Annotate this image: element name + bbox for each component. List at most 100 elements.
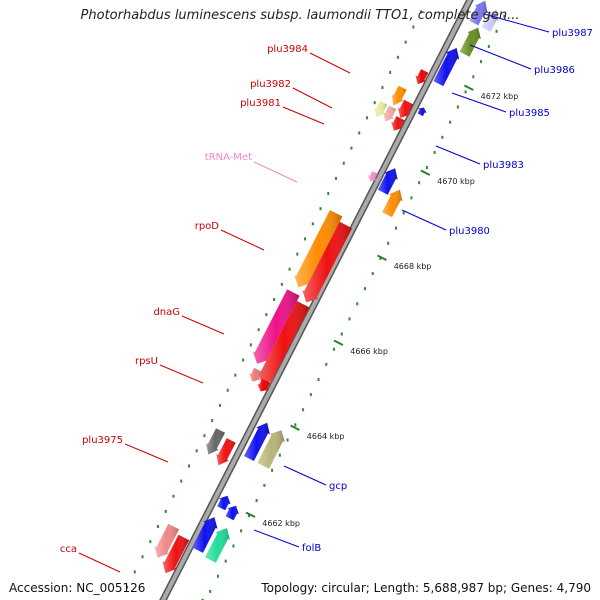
track-dot bbox=[381, 86, 384, 90]
tick-label: 4664 kbp bbox=[307, 432, 345, 441]
gene-label-dnaG[interactable]: dnaG bbox=[153, 307, 180, 318]
tick-mark bbox=[245, 511, 256, 518]
track-dot bbox=[141, 555, 144, 559]
track-dot bbox=[294, 423, 297, 427]
track-dot bbox=[304, 237, 307, 241]
track-dot bbox=[363, 287, 366, 291]
track-dot bbox=[495, 29, 498, 33]
tick-label: 4662 kbp bbox=[262, 519, 300, 528]
track-dot bbox=[257, 328, 260, 332]
track-dot bbox=[396, 55, 399, 59]
gene-arrow-shade-tRNA-Met bbox=[368, 171, 378, 182]
gene-label-plu3981[interactable]: plu3981 bbox=[240, 98, 281, 109]
gene-arrow-shade-dnaG-b bbox=[258, 301, 310, 385]
gene-label-plu3984[interactable]: plu3984 bbox=[267, 44, 308, 55]
gene-arrow-shade-plu3987-b bbox=[481, 9, 499, 32]
gene-arrow-shade-plu3987 bbox=[469, 0, 488, 26]
accession-text: Accession: NC_005126 bbox=[9, 581, 146, 595]
track-dot bbox=[288, 267, 291, 271]
gene-label-plu3975[interactable]: plu3975 bbox=[82, 435, 123, 446]
leader-plu3984 bbox=[309, 52, 351, 74]
gene-label-plu3983[interactable]: plu3983 bbox=[483, 160, 524, 171]
track-dot bbox=[441, 135, 444, 139]
track-dot bbox=[342, 161, 345, 165]
track-dot bbox=[302, 408, 305, 412]
track-dot bbox=[296, 252, 299, 256]
track-dot bbox=[278, 453, 281, 457]
gene-arrow-shade-rpoD-b bbox=[302, 221, 353, 303]
track-dot bbox=[280, 282, 283, 286]
track-dot bbox=[373, 101, 376, 105]
gene-label-plu3985[interactable]: plu3985 bbox=[509, 108, 550, 119]
track-dot bbox=[420, 10, 423, 14]
gene-label-plu3980[interactable]: plu3980 bbox=[449, 226, 490, 237]
track-dot bbox=[456, 105, 459, 109]
track-dot bbox=[311, 222, 314, 226]
track-dot bbox=[348, 317, 351, 321]
gene-arrow-shade-folB-c bbox=[192, 517, 218, 553]
track-dot bbox=[255, 499, 258, 503]
track-dot bbox=[412, 25, 415, 29]
track-dot bbox=[247, 514, 250, 518]
leader-dnaG bbox=[181, 315, 225, 335]
track-dot bbox=[350, 146, 353, 150]
track-dot bbox=[418, 181, 421, 185]
track-dot bbox=[286, 438, 289, 442]
gene-arrow-shade-rpsU bbox=[249, 367, 263, 382]
track-dot bbox=[265, 313, 268, 317]
track-dot bbox=[319, 207, 322, 211]
gene-label-rpsU[interactable]: rpsU bbox=[135, 356, 158, 367]
gene-arrow-shade-plu3983 bbox=[377, 168, 398, 195]
tick-mark bbox=[420, 169, 431, 176]
leader-plu3983 bbox=[435, 145, 481, 165]
gene-label-rpoD[interactable]: rpoD bbox=[195, 221, 220, 232]
gene-label-cca[interactable]: cca bbox=[60, 544, 77, 555]
gene-label-gcp[interactable]: gcp bbox=[329, 481, 347, 492]
backbone-group bbox=[159, 0, 474, 600]
tick-mark bbox=[463, 84, 474, 91]
track-dot bbox=[249, 343, 252, 347]
gene-arrow-shade-dnaG bbox=[253, 289, 300, 364]
gene-label-folB[interactable]: folB bbox=[302, 543, 321, 554]
gene-arrow-shade-plu3982 bbox=[391, 85, 407, 106]
track-dot bbox=[271, 468, 274, 472]
track-dot bbox=[164, 509, 167, 513]
track-dot bbox=[263, 483, 266, 487]
gene-arrow-shade-folB-d bbox=[205, 528, 230, 563]
gene-arrow-shade-cca bbox=[154, 523, 179, 558]
track-dot bbox=[216, 574, 219, 578]
gene-arrow-shade-plu3980 bbox=[382, 189, 403, 218]
track-dot bbox=[149, 540, 152, 544]
track-dot bbox=[317, 377, 320, 381]
leader-tRNA-Met bbox=[253, 161, 298, 183]
track-dot bbox=[180, 479, 183, 483]
gene-arrow-shade-plu3981-c bbox=[391, 116, 405, 131]
label-leader-lines bbox=[78, 13, 550, 573]
gene-label-tRNA-Met[interactable]: tRNA-Met bbox=[205, 152, 252, 163]
track-dot bbox=[172, 494, 175, 498]
track-dot bbox=[480, 60, 483, 64]
footer: Accession: NC_005126 Topology: circular;… bbox=[0, 578, 600, 600]
track-dot bbox=[234, 373, 237, 377]
leader-plu3986 bbox=[469, 44, 532, 70]
gene-label-plu3986[interactable]: plu3986 bbox=[534, 65, 575, 76]
track-dot bbox=[218, 403, 221, 407]
track-dot bbox=[187, 464, 190, 468]
track-dot bbox=[133, 570, 136, 574]
gene-label-plu3987[interactable]: plu3987 bbox=[552, 28, 593, 39]
tick-mark bbox=[333, 339, 344, 346]
gene-arrow-shade-plu3981 bbox=[383, 105, 397, 122]
gene-labels: plu3987 plu3986 plu3985 plu3983 plu3980 gcp fo… bbox=[60, 28, 593, 555]
leader-plu3987 bbox=[483, 13, 550, 33]
leader-plu3982 bbox=[292, 87, 333, 109]
track-dot bbox=[203, 434, 206, 438]
track-dot bbox=[242, 358, 245, 362]
gene-label-plu3982[interactable]: plu3982 bbox=[250, 79, 291, 90]
leader-folB bbox=[253, 529, 300, 548]
track-dot bbox=[379, 256, 382, 260]
track-dot bbox=[273, 297, 276, 301]
gene-arrow-shade-gcp bbox=[244, 422, 270, 461]
gene-arrow-shade-plu3975-b bbox=[216, 438, 236, 466]
